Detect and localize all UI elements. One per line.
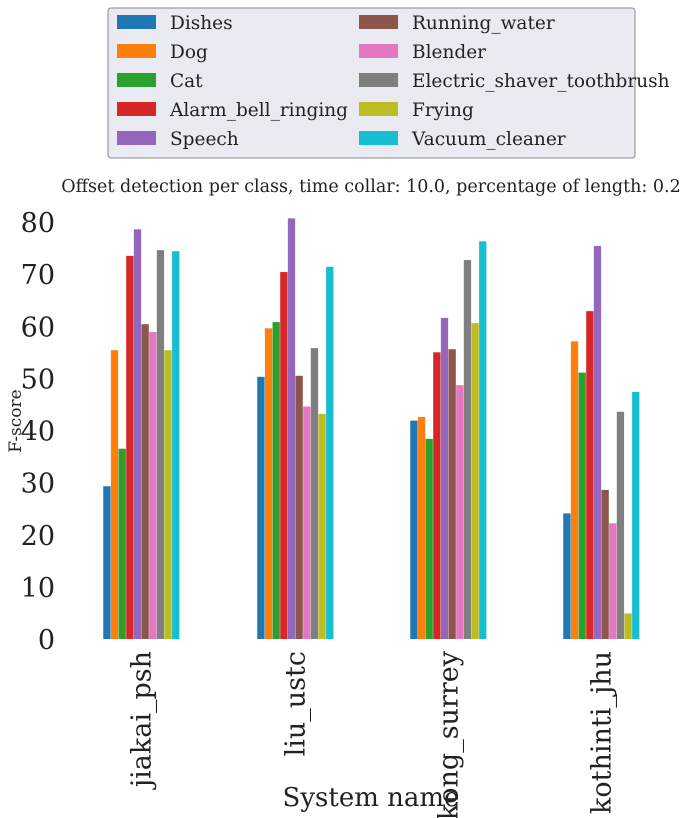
bar-kong-surrey-speech xyxy=(440,317,449,639)
bar-liu-ustc-dog xyxy=(264,328,273,639)
bar-liu-ustc-blender xyxy=(303,406,311,639)
legend-swatch-dog xyxy=(117,44,156,58)
y-tick-label: 40 xyxy=(21,417,55,448)
legend-swatch-blender xyxy=(359,44,398,58)
legend-label-dishes: Dishes xyxy=(170,13,233,34)
bar-kothinti-jhu-speech xyxy=(593,245,602,640)
bar-jiakai-psh-running-water xyxy=(141,324,149,639)
bar-kong-surrey-electric-shaver-toothbrush xyxy=(463,260,472,639)
bar-jiakai-psh-frying xyxy=(164,350,172,639)
bar-kothinti-jhu-cat xyxy=(578,372,586,639)
bar-liu-ustc-running-water xyxy=(295,375,303,639)
chart-title: Offset detection per class, time collar:… xyxy=(61,177,680,197)
bar-jiakai-psh-dishes xyxy=(103,486,111,639)
x-tick-label: kothinti_jhu xyxy=(587,651,618,814)
bar-jiakai-psh-electric-shaver-toothbrush xyxy=(156,250,165,639)
plot-area: 0 10 20 30 40 50 60 70 80 jiakai_psh liu_ustc kong_… xyxy=(21,208,640,818)
legend-label-dog: Dog xyxy=(170,42,208,63)
bar-kothinti-jhu-running-water xyxy=(601,489,609,639)
bar-liu-ustc-alarm-bell-ringing xyxy=(280,272,288,639)
y-tick-label: 70 xyxy=(21,260,55,291)
legend-swatch-cat xyxy=(117,73,156,87)
legend-swatch-frying xyxy=(359,102,398,116)
bar-jiakai-psh-alarm-bell-ringing xyxy=(126,255,134,639)
x-tick-label: liu_ustc xyxy=(281,651,312,756)
bar-liu-ustc-cat xyxy=(272,322,280,639)
bar-kong-surrey-blender xyxy=(456,385,464,639)
x-tick-label: kong_surrey xyxy=(434,650,465,818)
y-tick-label: 0 xyxy=(38,625,55,656)
legend-swatch-speech xyxy=(117,131,156,145)
bar-kong-surrey-frying xyxy=(471,323,479,639)
legend-label-alarm-bell-ringing: Alarm_bell_ringing xyxy=(169,100,348,121)
bar-kothinti-jhu-frying xyxy=(624,613,632,639)
bar-kothinti-jhu-dishes xyxy=(563,513,571,639)
legend-label-electric-shaver-toothbrush: Electric_shaver_toothbrush xyxy=(412,71,670,92)
y-tick-label: 50 xyxy=(21,364,55,395)
bar-kothinti-jhu-alarm-bell-ringing xyxy=(586,311,594,639)
y-tick-label: 80 xyxy=(21,208,55,239)
bar-liu-ustc-electric-shaver-toothbrush xyxy=(310,348,319,639)
bar-jiakai-psh-vacuum-cleaner xyxy=(172,251,180,639)
bar-kothinti-jhu-dog xyxy=(570,341,579,639)
y-tick-label: 30 xyxy=(21,469,55,500)
bar-kong-surrey-dog xyxy=(417,416,426,639)
y-tick-label: 60 xyxy=(21,312,55,343)
legend-swatch-vacuum-cleaner xyxy=(359,131,398,145)
bar-kong-surrey-alarm-bell-ringing xyxy=(433,352,441,639)
y-axis-label: F-score xyxy=(6,389,26,452)
y-tick-label: 20 xyxy=(21,521,55,552)
legend-swatch-dishes xyxy=(117,15,156,29)
legend-label-frying: Frying xyxy=(412,100,474,121)
legend-label-cat: Cat xyxy=(170,71,203,92)
y-tick-label: 10 xyxy=(21,573,55,604)
bar-jiakai-psh-speech xyxy=(133,229,142,640)
bar-jiakai-psh-cat xyxy=(118,448,126,639)
bar-liu-ustc-frying xyxy=(318,413,326,639)
bar-liu-ustc-vacuum-cleaner xyxy=(326,266,334,639)
legend-swatch-electric-shaver-toothbrush xyxy=(359,73,398,87)
legend-swatch-running-water xyxy=(359,15,398,29)
x-axis-label: System name xyxy=(283,783,460,813)
bar-liu-ustc-dishes xyxy=(257,376,265,639)
legend-label-running-water: Running_water xyxy=(412,13,555,34)
bar-kothinti-jhu-vacuum-cleaner xyxy=(632,391,640,639)
bar-kong-surrey-running-water xyxy=(448,349,456,639)
x-tick-label: jiakai_psh xyxy=(127,651,158,790)
legend: Dishes Dog Cat Alarm_bell_ringing Speech Runn… xyxy=(107,7,670,159)
bar-kong-surrey-vacuum-cleaner xyxy=(479,241,487,640)
bar-jiakai-psh-blender xyxy=(149,331,157,639)
legend-swatch-alarm-bell-ringing xyxy=(117,102,156,116)
legend-label-vacuum-cleaner: Vacuum_cleaner xyxy=(411,129,566,150)
legend-label-speech: Speech xyxy=(170,129,239,150)
bar-jiakai-psh-dog xyxy=(110,350,119,639)
bar-kong-surrey-dishes xyxy=(410,420,418,639)
bar-kothinti-jhu-blender xyxy=(609,523,617,639)
legend-label-blender: Blender xyxy=(412,42,486,63)
bar-kong-surrey-cat xyxy=(425,438,433,639)
bar-kothinti-jhu-electric-shaver-toothbrush xyxy=(616,411,625,639)
bar-liu-ustc-speech xyxy=(287,218,296,639)
